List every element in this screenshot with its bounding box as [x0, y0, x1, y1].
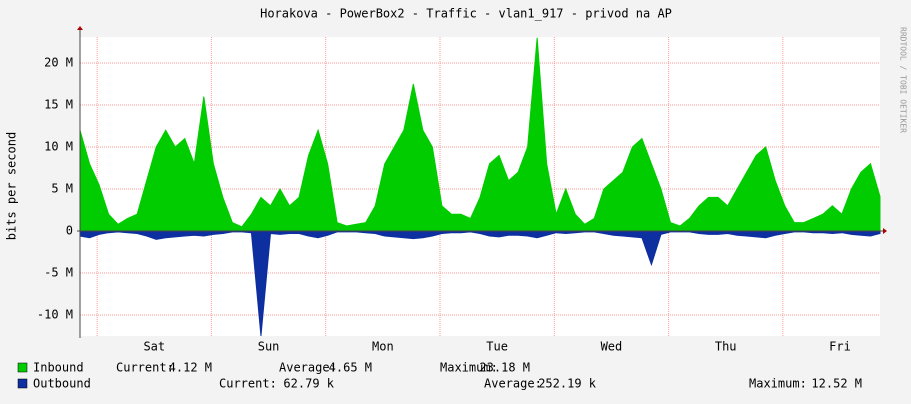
- legend-stat-value: 23.18 M: [479, 361, 530, 375]
- legend-stat-value: 4.12 M: [169, 361, 212, 375]
- x-tick-label: Thu: [715, 340, 737, 354]
- y-axis-label: bits per second: [5, 132, 19, 240]
- x-tick-label: Sat: [143, 340, 165, 354]
- legend-stat-label: Average:: [484, 377, 542, 391]
- x-tick-label: Tue: [486, 340, 508, 354]
- y-tick-label: 10 M: [44, 140, 73, 154]
- y-axis-arrow: [77, 26, 83, 30]
- legend-swatch: [17, 378, 28, 389]
- watermark: RRDTOOL / TOBI OETIKER: [899, 27, 908, 133]
- x-tick-label: Fri: [829, 340, 851, 354]
- legend-swatch: [17, 362, 28, 373]
- legend-stat-value: 4.65 M: [329, 361, 372, 375]
- x-axis-arrow: [883, 228, 887, 235]
- legend-stat-label: Maximum:: [749, 377, 807, 391]
- legend-label: Outbound: [33, 377, 91, 391]
- legend-stat-label: Maximum:: [440, 361, 498, 375]
- area: [79, 230, 881, 337]
- legend-stat-label: Current:: [219, 377, 277, 391]
- chart-title: Horakova - PowerBox2 - Traffic - vlan1_9…: [260, 7, 672, 21]
- legend-label: Inbound: [33, 361, 84, 375]
- y-tick-label: 15 M: [44, 98, 73, 112]
- legend-stat-value: 62.79 k: [283, 377, 334, 391]
- x-tick-label: Wed: [601, 340, 623, 354]
- y-tick-label: -5 M: [44, 266, 73, 280]
- y-tick-label: 0: [66, 224, 73, 238]
- x-tick-label: Mon: [372, 340, 394, 354]
- legend-stat-value: 252.19 k: [538, 377, 597, 391]
- y-tick-label: 20 M: [44, 56, 73, 70]
- y-tick-label: 5 M: [51, 182, 73, 196]
- x-tick-label: Sun: [258, 340, 280, 354]
- legend-stat-label: Average:: [279, 361, 337, 375]
- y-tick-label: -10 M: [37, 308, 73, 322]
- legend-stat-label: Current:: [116, 361, 174, 375]
- area: [79, 37, 881, 232]
- legend-stat-value: 12.52 M: [811, 377, 862, 391]
